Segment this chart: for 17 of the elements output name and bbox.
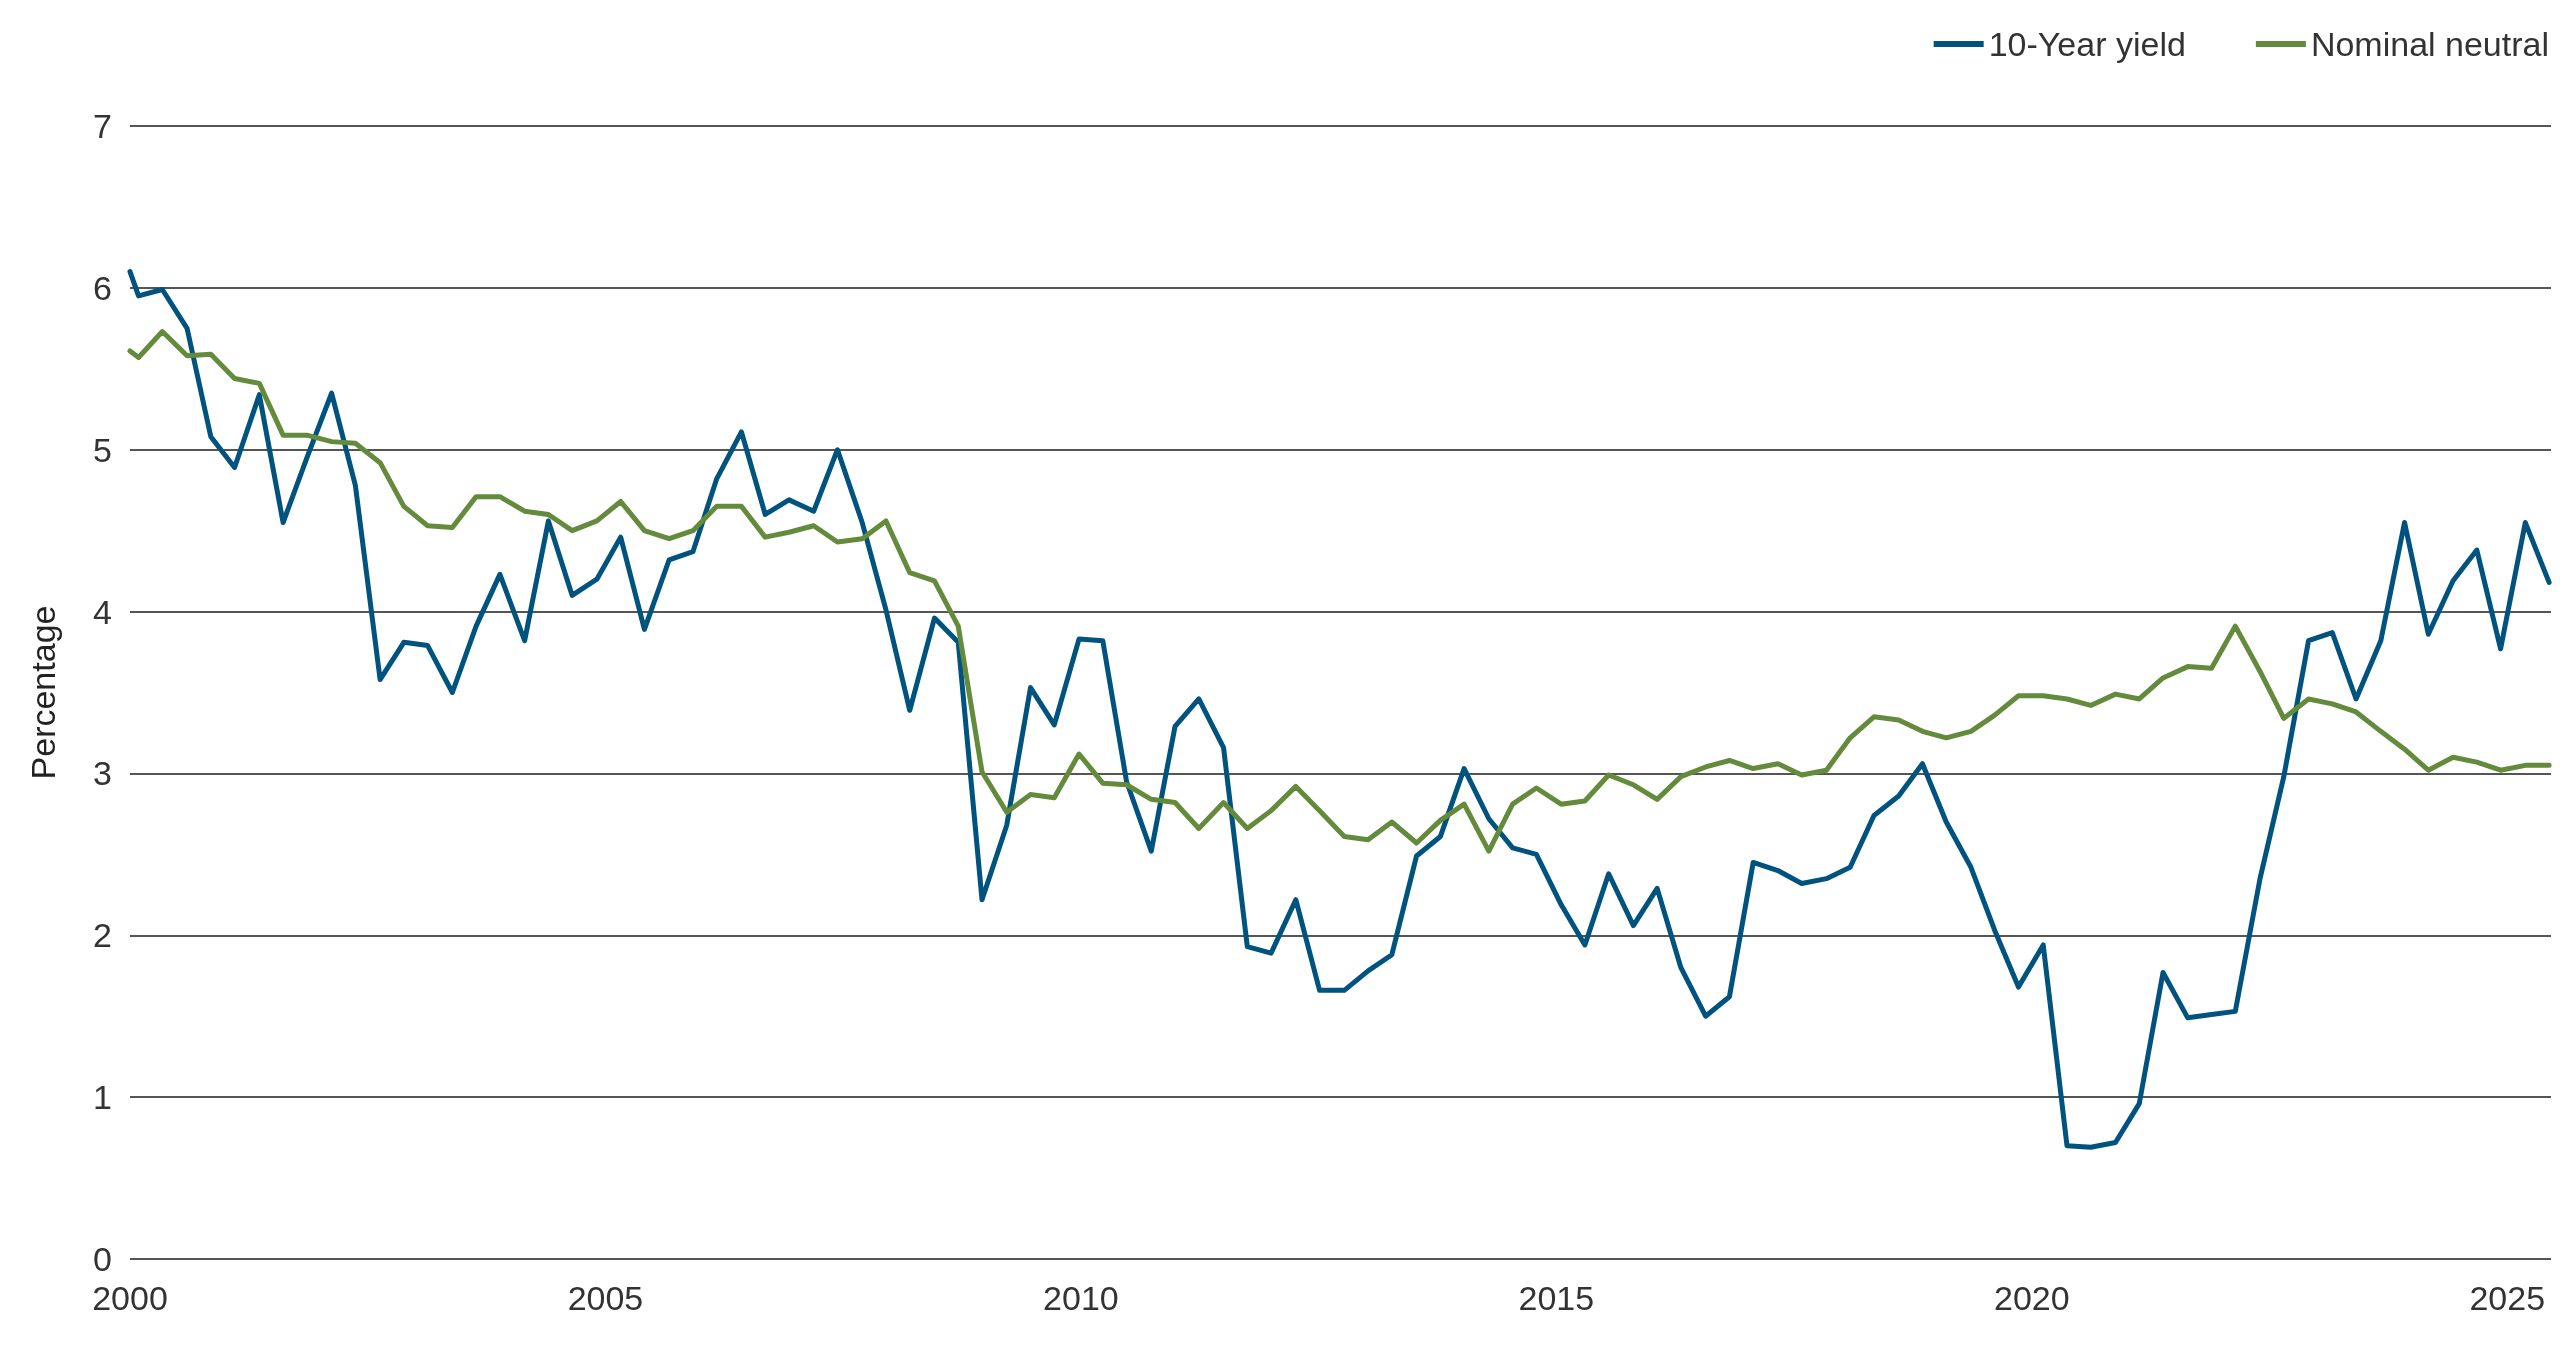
y-tick-label: 0 bbox=[93, 1240, 112, 1278]
legend-label: Nominal neutral bbox=[2310, 25, 2550, 63]
y-tick-label: 6 bbox=[93, 268, 112, 307]
y-tick-label: 1 bbox=[93, 1078, 112, 1117]
y-tick-label: 5 bbox=[93, 430, 112, 469]
x-tick-label: 2000 bbox=[92, 1279, 168, 1317]
x-tick-label: 2015 bbox=[1518, 1279, 1595, 1317]
y-axis-title: Percentage bbox=[24, 605, 62, 780]
y-tick-label: 4 bbox=[93, 592, 112, 631]
y-tick-label: 7 bbox=[93, 107, 112, 145]
y-tick-label: 3 bbox=[93, 754, 112, 793]
x-tick-label: 2005 bbox=[567, 1279, 644, 1317]
x-tick-label: 2025 bbox=[2469, 1279, 2546, 1317]
x-tick-label: 2020 bbox=[1993, 1279, 2070, 1317]
legend-label: 10-Year yield bbox=[1988, 25, 2186, 63]
x-tick-label: 2010 bbox=[1043, 1279, 1119, 1317]
y-tick-label: 2 bbox=[93, 916, 112, 955]
